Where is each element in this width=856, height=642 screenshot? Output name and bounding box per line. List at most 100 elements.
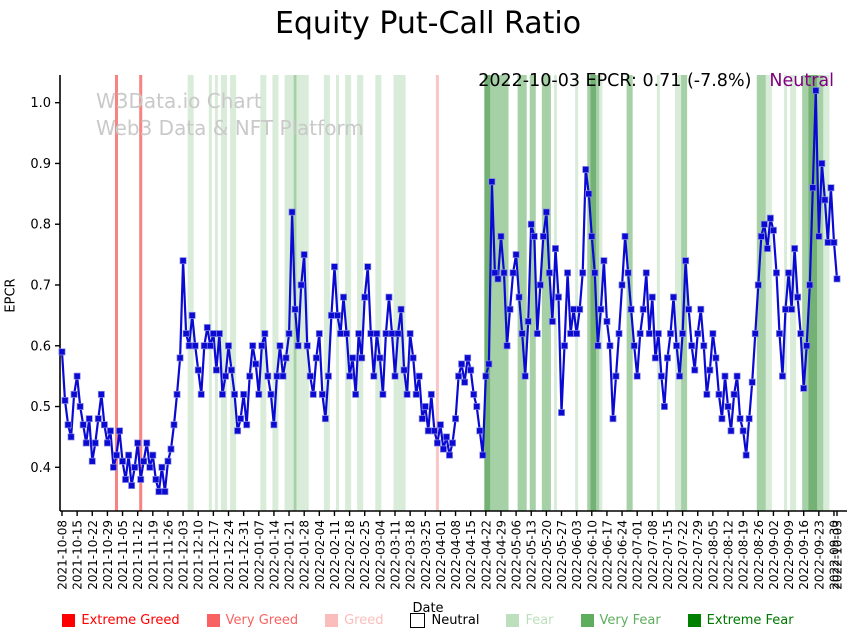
x-tick-label: 2022-01-28 — [298, 520, 312, 590]
y-axis-label: EPCR — [3, 278, 19, 313]
x-tick-label: 2022-02-11 — [328, 520, 342, 590]
x-tick-label: 2021-12-10 — [192, 520, 206, 590]
data-point-marker — [452, 415, 460, 423]
data-point-marker — [654, 330, 662, 338]
x-tick-label: 2021-11-19 — [146, 520, 160, 590]
data-point-marker — [736, 415, 744, 423]
x-tick-label: 2021-11-05 — [116, 520, 130, 590]
data-point-marker — [179, 257, 187, 265]
data-point-marker — [479, 451, 487, 459]
sentiment-legend: Extreme Greed Very Greed Greed Neutral Fear V… — [0, 613, 856, 628]
data-point-marker — [303, 342, 311, 350]
data-point-marker — [327, 311, 335, 319]
data-point-marker — [766, 214, 774, 222]
data-point-marker — [688, 342, 696, 350]
data-point-marker — [346, 372, 354, 380]
data-point-marker — [297, 281, 305, 289]
data-point-marker — [152, 476, 160, 483]
data-point-marker — [439, 445, 447, 453]
data-point-marker — [73, 372, 81, 380]
x-tick-label: 2022-03-18 — [404, 520, 418, 590]
sentiment-band — [756, 75, 766, 511]
sentiment-band — [517, 75, 527, 511]
legend-swatch-icon — [580, 614, 594, 627]
data-point-marker — [788, 305, 796, 313]
legend-item-very-fear: Very Fear — [580, 613, 661, 628]
annotation-text: 2022-10-03 EPCR: 0.71 (-7.8%) — [478, 71, 752, 91]
legend-item-extreme-fear: Extreme Fear — [687, 613, 794, 628]
sentiment-band — [784, 75, 788, 511]
data-point-marker — [673, 342, 681, 350]
sentiment-band — [596, 75, 600, 511]
data-point-marker — [106, 427, 114, 435]
data-point-marker — [782, 305, 789, 313]
data-point-marker — [603, 318, 611, 325]
sentiment-band — [305, 75, 309, 511]
x-tick-label: 2022-01-14 — [267, 520, 281, 590]
sentiment-band — [675, 75, 682, 511]
x-tick-label: 2021-10-29 — [101, 520, 115, 590]
sentiment-band — [357, 75, 364, 511]
sentiment-band — [529, 75, 536, 511]
data-point-marker — [803, 342, 811, 350]
data-point-marker — [721, 372, 729, 380]
data-point-marker — [524, 318, 532, 325]
data-point-marker — [273, 372, 281, 380]
data-point-marker — [733, 372, 741, 380]
x-tick-label: 2022-04-22 — [479, 520, 493, 590]
x-tick-label: 2022-06-10 — [585, 520, 599, 590]
data-point-marker — [291, 305, 299, 313]
data-point-marker — [349, 354, 357, 362]
data-point-marker — [794, 293, 802, 301]
data-point-marker — [430, 427, 438, 435]
x-tick-label: 2021-12-24 — [222, 520, 236, 590]
x-tick-label: 2022-03-04 — [373, 520, 387, 590]
x-tick-label: 2022-09-16 — [797, 520, 811, 590]
data-point-marker — [724, 403, 732, 410]
sentiment-band — [575, 75, 579, 511]
x-tick-label: 2021-12-17 — [207, 520, 221, 590]
data-point-marker — [370, 372, 378, 380]
data-point-marker — [234, 427, 242, 435]
x-tick-label: 2021-10-08 — [56, 520, 70, 590]
data-point-marker — [806, 281, 814, 289]
legend-label: Fear — [525, 613, 554, 628]
data-point-marker — [149, 451, 157, 459]
data-point-marker — [612, 372, 620, 380]
data-point-marker — [797, 330, 805, 338]
data-point-marker — [588, 232, 596, 240]
data-point-marker — [461, 378, 469, 386]
data-point-marker — [409, 354, 417, 362]
data-point-marker — [533, 330, 541, 338]
data-point-marker — [639, 305, 647, 313]
data-point-marker — [518, 330, 526, 338]
sentiment-band — [220, 75, 227, 511]
data-point-marker — [824, 239, 832, 246]
data-point-marker — [385, 293, 393, 301]
data-point-marker — [657, 372, 665, 380]
data-point-marker — [542, 208, 550, 216]
legend-label: Extreme Greed — [81, 613, 180, 628]
x-tick-label: 2022-02-18 — [343, 520, 357, 590]
sentiment-band — [802, 75, 809, 511]
data-point-marker — [176, 354, 184, 362]
data-point-marker — [394, 330, 402, 338]
x-tick-label: 2021-11-12 — [131, 520, 145, 590]
data-point-marker — [436, 421, 444, 429]
data-point-marker — [697, 305, 705, 313]
data-point-marker — [579, 269, 587, 277]
data-point-marker — [85, 415, 93, 423]
x-tick-label: 2022-08-12 — [722, 520, 736, 590]
data-point-marker — [600, 257, 608, 265]
sentiment-band — [187, 75, 194, 511]
data-point-marker — [415, 372, 423, 380]
data-point-marker — [651, 354, 659, 362]
x-tick-label: 2021-12-03 — [177, 520, 191, 590]
data-point-marker — [648, 293, 656, 301]
data-point-marker — [582, 166, 590, 173]
data-point-marker — [500, 269, 508, 277]
sentiment-band — [393, 75, 406, 511]
data-point-marker — [455, 372, 463, 380]
sentiment-band — [260, 75, 267, 511]
sentiment-band — [541, 75, 551, 511]
